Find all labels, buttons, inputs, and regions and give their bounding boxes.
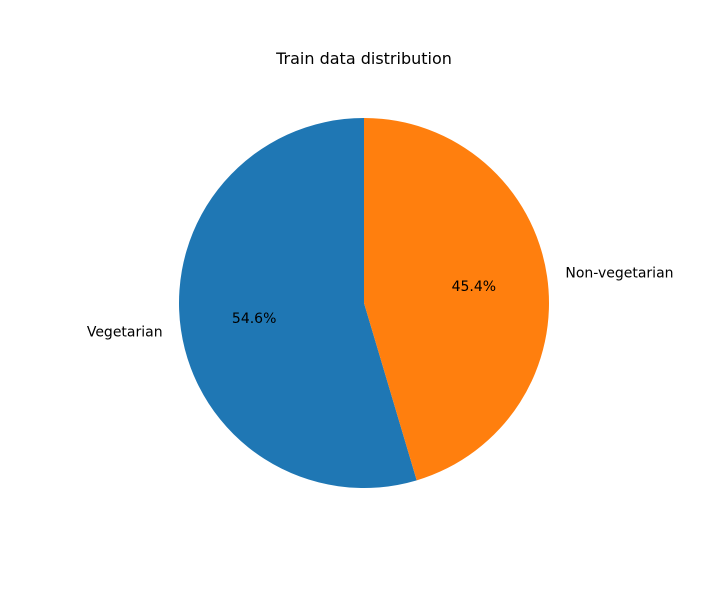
pie-slice-vegetarian xyxy=(179,118,417,489)
slice-label-vegetarian: Vegetarian xyxy=(87,324,163,340)
chart-title: Train data distribution xyxy=(275,49,452,68)
pie-slice-non-vegetarian xyxy=(364,118,549,481)
pie-group: Vegetarian 54.6% Non-vegetarian 45.4% xyxy=(87,118,674,489)
pct-label-non-vegetarian: 45.4% xyxy=(452,279,496,295)
slice-label-non-vegetarian: Non-vegetarian xyxy=(565,266,673,282)
pct-label-vegetarian: 54.6% xyxy=(232,311,276,327)
